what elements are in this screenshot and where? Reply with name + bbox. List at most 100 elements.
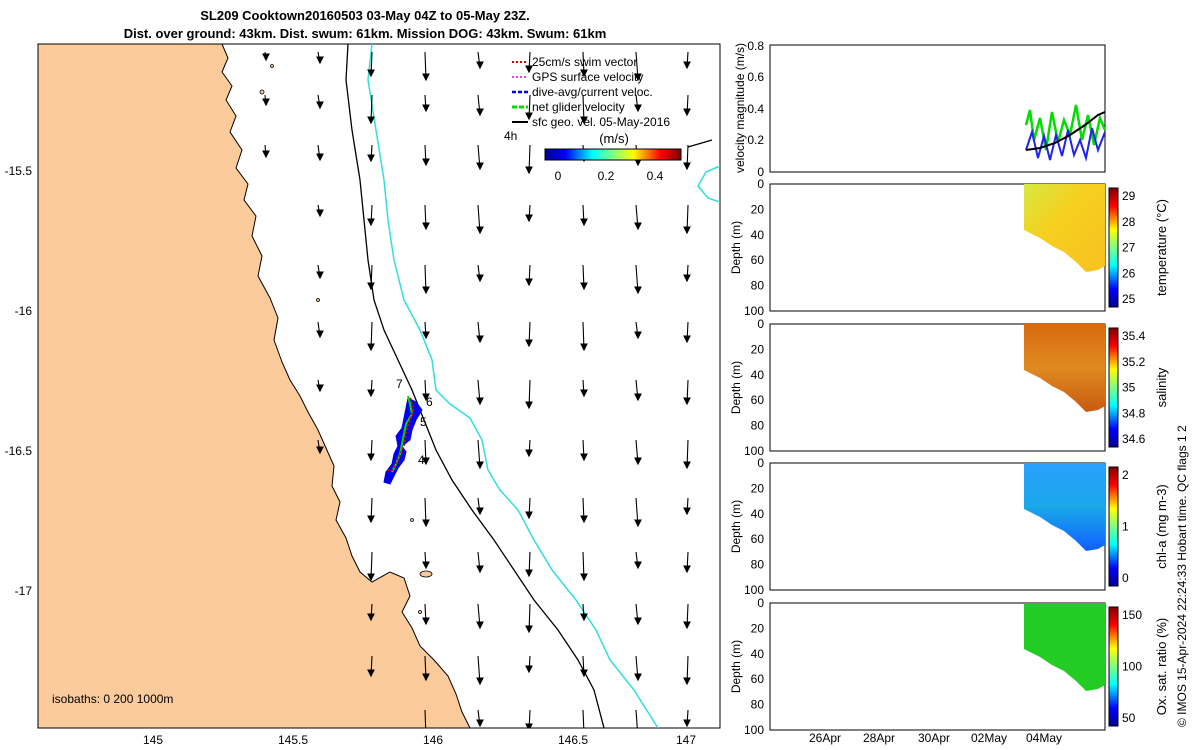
depth-ylabel: Depth (m) xyxy=(729,640,743,693)
velocity-arrow-head xyxy=(476,274,484,283)
depth-tick-label: 20 xyxy=(751,202,765,216)
depth-tick-label: 80 xyxy=(751,279,765,293)
y-tick-label: 0.8 xyxy=(747,39,764,53)
title-line-1: SL209 Cooktown20160503 03-May 04Z to 05-… xyxy=(200,8,530,23)
chla-panel: 0 20 40 60 80 100 Depth (m) 2 1 0 chl-a (mg m-3) xyxy=(729,456,1169,597)
y-tick-label: 0 xyxy=(757,165,764,179)
velocity-arrow-head xyxy=(316,330,324,339)
velocity-arrow-head xyxy=(635,732,641,738)
depth-ylabel: Depth (m) xyxy=(729,221,743,274)
velocity-arrow-head xyxy=(422,286,430,295)
velocity-panel: 0 0.2 0.4 0.6 0.8 velocity magnitude (m/… xyxy=(733,39,1107,179)
velocity-arrow-head xyxy=(316,271,324,280)
velocity-arrow-head xyxy=(580,515,588,524)
oxygen-panel: 0 20 40 60 80 100 Depth (m) 150 100 50 Ox. sat. ra… xyxy=(729,596,1169,737)
velocity-arrow-head xyxy=(634,561,642,570)
island xyxy=(270,64,274,68)
velocity-arrow-head xyxy=(683,108,691,117)
velocity-arrow-head xyxy=(683,162,691,171)
velocity-arrow xyxy=(582,709,585,728)
colorbar-tick-label: 1 xyxy=(1122,520,1129,534)
velocity-arrow-head xyxy=(683,507,691,516)
colorbar-tick-label: 2 xyxy=(1122,468,1129,482)
legend-label: GPS surface velocity xyxy=(532,70,643,84)
colorbar-tick: 0.2 xyxy=(598,169,615,183)
salinity-section xyxy=(1024,324,1105,412)
velocity-arrow-head xyxy=(367,515,375,524)
velocity-ylabel: velocity magnitude (m/s) xyxy=(733,43,747,173)
depth-tick-label: 40 xyxy=(751,228,765,242)
salinity-label: salinity xyxy=(1154,367,1169,407)
surface-velocity-arrows xyxy=(262,51,691,738)
credit-text: © IMOS 15-Apr-2024 22:24:33 Hobart time.… xyxy=(1175,425,1189,727)
velocity-arrow-head xyxy=(422,393,430,402)
island xyxy=(259,89,265,95)
temperature-colorbar xyxy=(1108,187,1119,308)
colorbar-tick-label: 26 xyxy=(1122,266,1136,280)
velocity-arrow-head xyxy=(422,331,430,340)
velocity-arrow-head xyxy=(476,335,484,344)
velocity-arrow-head xyxy=(580,453,588,462)
x-tick-label: 30Apr xyxy=(918,731,950,745)
depth-tick-label: 60 xyxy=(751,393,765,407)
velocity-arrow-head xyxy=(476,162,484,171)
velocity-arrow-head xyxy=(367,573,375,582)
title-line-2: Dist. over ground: 43km. Dist. swum: 61k… xyxy=(123,26,607,41)
chla-label: chl-a (mg m-3) xyxy=(1154,484,1169,569)
velocity-arrow-head xyxy=(683,226,691,235)
velocity-arrow-head xyxy=(476,507,484,516)
velocity-arrow-head xyxy=(634,331,642,340)
velocity-arrow xyxy=(635,709,638,728)
velocity-arrow-head xyxy=(634,104,642,113)
colorbar-tick-label: 34.8 xyxy=(1122,406,1146,420)
velocity-arrow-head xyxy=(367,282,375,291)
map-y-axis: -15.5 -16 -16.5 -17 xyxy=(5,164,33,598)
depth-tick-label: 60 xyxy=(751,672,765,686)
velocity-arrow-head xyxy=(525,65,533,74)
x-tick-label: 146.5 xyxy=(558,733,588,747)
velocity-arrow-head xyxy=(580,669,588,678)
scale-arrow xyxy=(687,139,713,148)
map-legend: 25cm/s swim vector GPS surface velocity … xyxy=(504,55,713,148)
x-tick-label: 28Apr xyxy=(863,731,895,745)
x-tick-label: 145.5 xyxy=(278,733,308,747)
velocity-arrow-head xyxy=(525,278,533,287)
colorbar-tick-label: 28 xyxy=(1122,215,1136,229)
depth-tick-label: 100 xyxy=(744,444,764,458)
velocity-arrow-head xyxy=(476,719,484,728)
velocity-arrow-head xyxy=(476,226,484,235)
velocity-arrow-head xyxy=(422,457,430,466)
depth-tick-label: 0 xyxy=(757,317,764,331)
legend-label: dive-avg/current veloc. xyxy=(532,85,653,99)
isobath-1000m xyxy=(367,44,659,728)
chla-section xyxy=(1024,463,1105,551)
velocity-arrow-head xyxy=(422,519,430,528)
map-plot: 7 6 5 4 145 145.5 146 146.5 147 -15.5 -1… xyxy=(5,43,721,747)
depth-tick-label: 0 xyxy=(757,177,764,191)
velocity-arrow-head xyxy=(634,73,642,82)
velocity-arrow-head xyxy=(367,669,375,678)
land-mass xyxy=(38,44,471,728)
depth-tick-label: 0 xyxy=(757,596,764,610)
island xyxy=(418,610,422,614)
velocity-arrow-head xyxy=(422,673,430,682)
depth-ylabel: Depth (m) xyxy=(729,500,743,553)
scale-label: 4h xyxy=(504,129,517,143)
speed-colorbar: (m/s) 0 0.2 0.4 xyxy=(544,131,682,183)
velocity-arrow-head xyxy=(316,101,324,110)
y-tick-label: -16 xyxy=(15,304,33,318)
island xyxy=(316,298,320,302)
y-tick-label: 0.6 xyxy=(747,70,764,84)
velocity-arrow-head xyxy=(683,719,691,728)
velocity-arrow-head xyxy=(683,677,691,686)
x-tick-label: 02May xyxy=(971,731,1007,745)
velocity-arrow-head xyxy=(634,519,642,528)
velocity-arrow-head xyxy=(422,561,430,570)
x-tick-label: 147 xyxy=(676,733,696,747)
velocity-arrow-head xyxy=(262,53,270,62)
velocity-arrow-head xyxy=(525,214,533,223)
island xyxy=(419,570,433,578)
colorbar-tick-label: 34.6 xyxy=(1122,432,1146,446)
velocity-arrow-head xyxy=(422,104,430,113)
depth-tick-label: 0 xyxy=(757,456,764,470)
